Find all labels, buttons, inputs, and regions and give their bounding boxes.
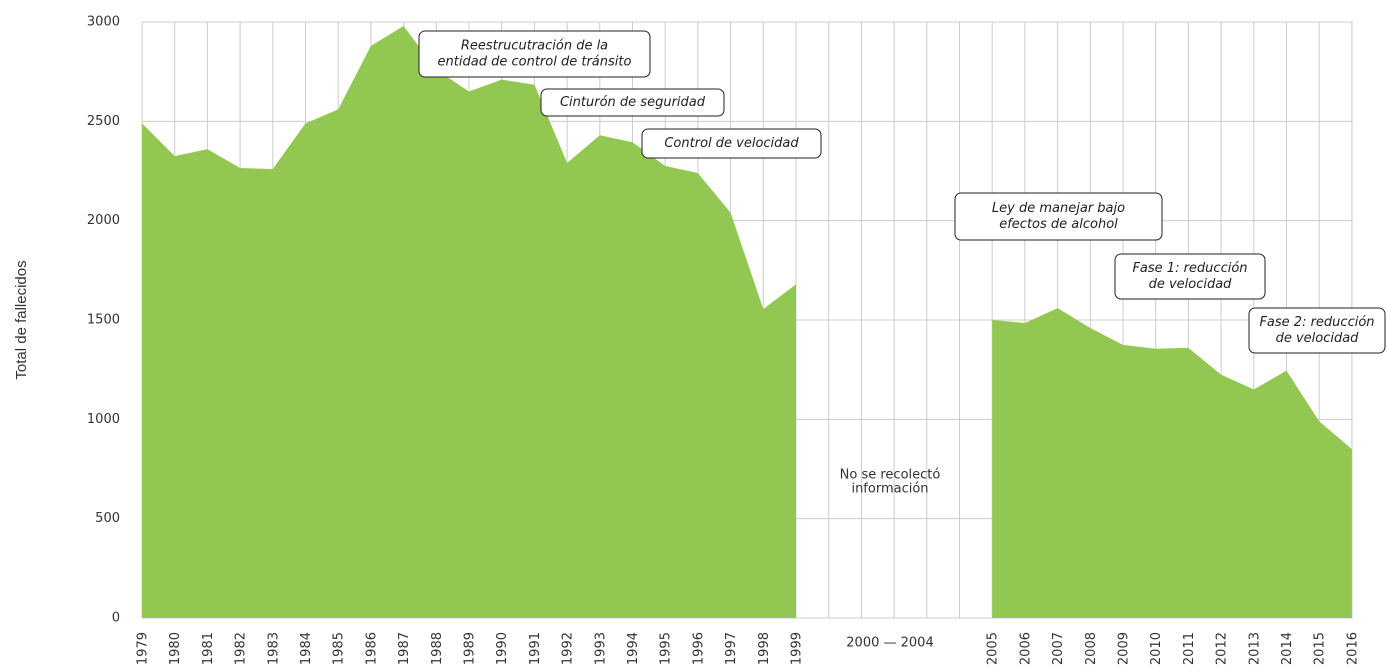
annotation: Ley de manejar bajo bbox=[992, 201, 1125, 216]
x-tick-label: 1992 bbox=[561, 632, 576, 665]
x-tick-label: 1996 bbox=[691, 632, 706, 665]
x-tick-label: 2014 bbox=[1280, 632, 1295, 665]
x-tick-label: 1988 bbox=[430, 632, 445, 665]
annotation-box bbox=[1248, 307, 1386, 354]
x-tick-label: 2009 bbox=[1117, 632, 1132, 665]
y-tick-label: 500 bbox=[95, 511, 120, 526]
x-tick-label: 1980 bbox=[168, 632, 183, 665]
annotation: de velocidad bbox=[1149, 277, 1233, 292]
annotation-box bbox=[1114, 253, 1266, 300]
x-tick-label: 1986 bbox=[364, 632, 379, 665]
annotation: Cinturón de seguridad bbox=[560, 95, 706, 110]
y-tick-label: 1500 bbox=[87, 313, 120, 328]
area bbox=[142, 25, 796, 619]
gap-note: No se recolectó bbox=[840, 468, 941, 483]
x-tick-label: 1981 bbox=[201, 632, 216, 665]
x-tick-label: 2015 bbox=[1313, 632, 1328, 665]
y-tick-label: 3000 bbox=[87, 15, 120, 30]
x-tick-label: 2011 bbox=[1182, 632, 1197, 665]
x-tick-label: 2010 bbox=[1149, 632, 1164, 665]
x-tick-label: 1995 bbox=[659, 632, 674, 665]
y-tick-label: 0 bbox=[112, 611, 120, 626]
x-tick-label: 1999 bbox=[790, 632, 805, 665]
y-axis-label: Total de fallecidos bbox=[13, 260, 30, 379]
annotation: efectos de alcohol bbox=[999, 217, 1118, 232]
x-tick-label: 1984 bbox=[299, 632, 314, 665]
x-tick-label: 2012 bbox=[1215, 632, 1230, 665]
x-tick-label: 1993 bbox=[593, 632, 608, 665]
annotation-box bbox=[540, 88, 725, 117]
x-tick-label: 1983 bbox=[266, 632, 281, 665]
x-tick-label: 1985 bbox=[332, 632, 347, 665]
x-tick-label: 1997 bbox=[724, 632, 739, 665]
x-tick-label: 1979 bbox=[136, 632, 151, 665]
x-tick-label: 1991 bbox=[528, 632, 543, 665]
x-tick-label: 2006 bbox=[1018, 632, 1033, 665]
x-tick-label: 2016 bbox=[1345, 632, 1360, 665]
x-tick-label: 2013 bbox=[1247, 632, 1262, 665]
x-tick-label: 2005 bbox=[986, 632, 1001, 665]
x-tick-label: 1989 bbox=[463, 632, 478, 665]
y-tick-label: 1000 bbox=[87, 412, 120, 427]
annotation-box bbox=[641, 128, 822, 159]
y-tick-label: 2500 bbox=[87, 114, 120, 129]
x-tick-label: 1994 bbox=[626, 632, 641, 665]
area bbox=[992, 308, 1352, 618]
annotation-box bbox=[418, 30, 651, 78]
gap-label: 2000 — 2004 bbox=[846, 636, 933, 651]
x-tick-label: 1982 bbox=[234, 632, 249, 665]
y-tick-label: 2000 bbox=[87, 213, 120, 228]
x-tick-label: 1987 bbox=[397, 632, 412, 665]
annotation: Reestrucutración de la bbox=[461, 39, 608, 54]
annotation-box bbox=[954, 192, 1163, 241]
annotation: Control de velocidad bbox=[664, 136, 799, 151]
gap-note: información bbox=[851, 482, 928, 497]
annotation: entidad de control de tránsito bbox=[438, 55, 632, 70]
annotation: de velocidad bbox=[1276, 331, 1360, 346]
x-tick-label: 1990 bbox=[495, 632, 510, 665]
x-tick-label: 2007 bbox=[1051, 632, 1066, 665]
x-tick-label: 2008 bbox=[1084, 632, 1099, 665]
annotation: Fase 1: reducción bbox=[1132, 261, 1247, 276]
annotation: Fase 2: reducción bbox=[1259, 315, 1374, 330]
x-tick-label: 1998 bbox=[757, 632, 772, 665]
